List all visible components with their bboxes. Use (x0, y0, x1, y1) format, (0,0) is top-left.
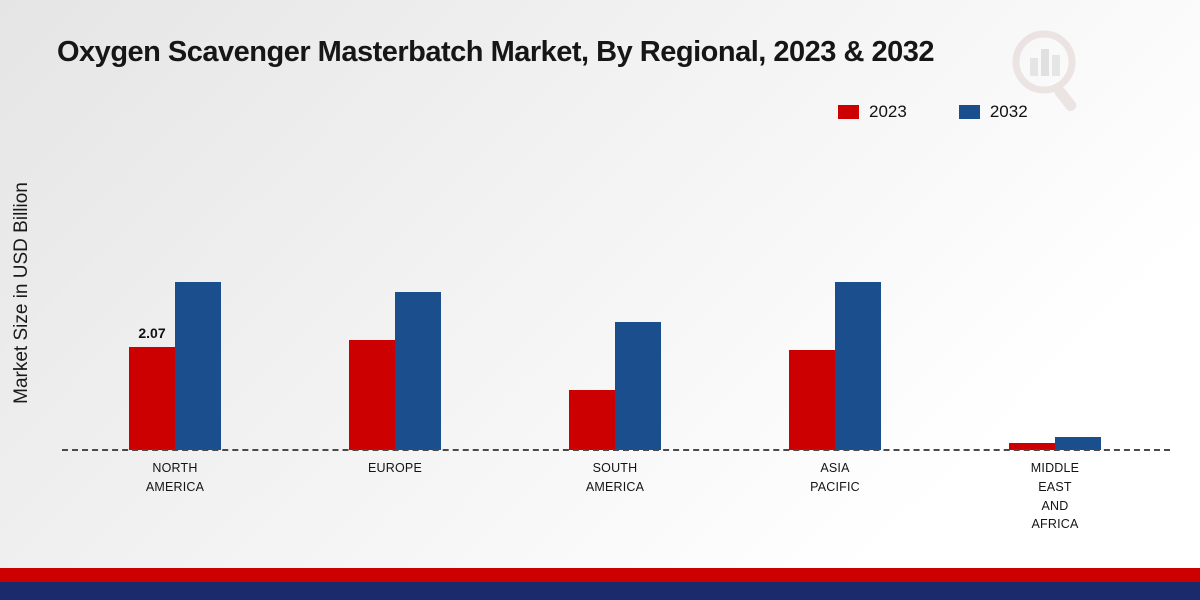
bar-group-north-america: 2.07 (129, 282, 221, 450)
plot-area: 2.07 (65, 150, 1165, 450)
bar-2032-europe (395, 292, 441, 450)
x-axis-baseline (62, 449, 1170, 451)
bar-2032-asia-pacific (835, 282, 881, 450)
footer-navy-strip (0, 582, 1200, 600)
legend-swatch-icon (838, 105, 859, 119)
legend-label: 2032 (989, 102, 1028, 121)
category-label: EUROPE (368, 461, 422, 475)
bar-2032-north-america (175, 282, 221, 450)
chart-title: Oxygen Scavenger Masterbatch Market, By … (57, 36, 934, 68)
legend-swatch-icon (958, 105, 980, 119)
legend: 2023 2032 (838, 102, 1028, 122)
footer-red-strip (0, 568, 1200, 582)
bar-2032-middle-east-and-africa (1055, 437, 1101, 450)
category-label: SOUTH AMERICA (585, 461, 645, 494)
bar-2023-asia-pacific (789, 350, 835, 450)
bar-2032-south-america (615, 322, 661, 450)
legend-item: 2023 (838, 102, 907, 122)
category-label: ASIA PACIFIC (810, 461, 860, 494)
category-axis: NORTH AMERICA EUROPE SOUTH AMERICA ASIA PAC… (65, 459, 1165, 534)
legend-item: 2032 (958, 102, 1028, 122)
bar-2023-middle-east-and-africa (1009, 443, 1055, 450)
bar-group-europe (349, 292, 441, 450)
category-label: MIDDLE EAST AND AFRICA (1030, 461, 1080, 532)
y-axis-label: Market Size in USD Billion (11, 182, 32, 404)
magnifier-bar-chart-logo-icon (1008, 28, 1080, 121)
bar-group-asia-pacific (789, 282, 881, 450)
bar-2023-north-america: 2.07 (129, 325, 175, 450)
bar-group-middle-east-and-africa (1009, 437, 1101, 450)
legend-label: 2023 (869, 102, 907, 121)
bar-2023-south-america (569, 390, 615, 450)
category-label: NORTH AMERICA (145, 461, 205, 494)
bar-2023-europe (349, 340, 395, 450)
bar-group-south-america (569, 322, 661, 450)
bar-value-label: 2.07 (138, 325, 166, 341)
